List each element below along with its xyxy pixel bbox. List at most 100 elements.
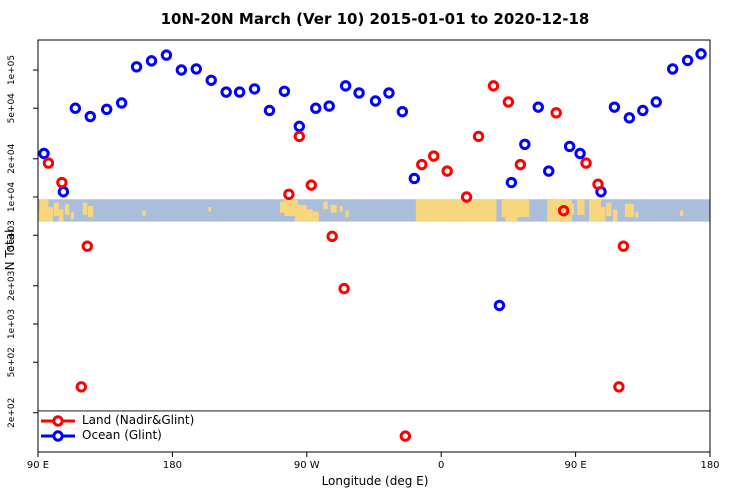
y-tick-label: 2e+03	[7, 271, 17, 301]
map-land-patch	[70, 211, 74, 220]
plot-border	[37, 39, 711, 453]
map-land-patch	[294, 204, 307, 222]
data-point-ocean	[637, 104, 649, 117]
data-point-land	[428, 150, 440, 162]
data-point-land	[472, 130, 485, 143]
map-land-patch	[88, 205, 94, 218]
x-tick-label: 90 W	[294, 460, 320, 471]
data-point-ocean	[396, 105, 409, 118]
data-point-ocean	[293, 120, 306, 133]
map-land-patch	[612, 209, 618, 222]
x-tick-label: 0	[438, 460, 444, 471]
data-point-ocean	[574, 147, 586, 160]
legend-label-land: Land (Nadir&Glint)	[82, 413, 195, 427]
data-point-ocean	[695, 48, 707, 60]
map-land-patch	[82, 202, 88, 215]
data-point-ocean	[666, 63, 679, 75]
x-axis-label: Longitude (deg E)	[321, 474, 429, 488]
data-point-land	[399, 430, 412, 442]
data-point-land	[550, 107, 562, 119]
data-point-ocean	[220, 86, 232, 98]
x-tick-label: 90 E	[27, 460, 49, 471]
data-point-ocean	[563, 140, 576, 153]
map-land-patch	[208, 207, 212, 212]
data-point-ocean	[623, 112, 636, 124]
data-point-land	[502, 96, 515, 108]
map-land-patch	[577, 199, 585, 215]
map-ocean-band	[38, 199, 710, 222]
data-point-ocean	[353, 87, 365, 99]
data-point-ocean	[408, 172, 421, 185]
data-point-land	[592, 178, 604, 190]
map-land-patch	[323, 201, 328, 210]
data-point-ocean	[493, 299, 506, 312]
data-point-ocean	[145, 55, 158, 67]
map-land-patch	[501, 199, 530, 218]
data-point-land	[617, 240, 630, 252]
map-land-patch	[142, 210, 146, 217]
y-tick-label: 5e+04	[7, 93, 17, 124]
data-point-ocean	[505, 176, 518, 189]
data-point-ocean	[608, 101, 621, 113]
map-land-patch	[606, 202, 612, 217]
data-point-ocean	[190, 63, 202, 75]
y-tick-label: 1e+04	[7, 182, 17, 213]
data-point-land	[557, 205, 570, 217]
map-land-patch	[330, 204, 337, 213]
map-land-patch	[600, 207, 606, 222]
data-point-ocean	[310, 102, 322, 114]
data-point-land	[514, 158, 527, 171]
map-land-patch	[589, 199, 601, 222]
data-point-land	[460, 191, 473, 203]
data-point-land	[441, 165, 453, 177]
map-land-patch	[680, 210, 684, 217]
chart-legend: Land (Nadir&Glint) Ocean (Glint)	[40, 413, 194, 443]
x-tick-label: 90 E	[564, 460, 586, 471]
data-point-land	[487, 80, 500, 92]
map-land-patch	[635, 211, 639, 219]
data-point-land	[75, 381, 88, 393]
data-point-land	[42, 157, 55, 169]
x-tick-label: 180	[163, 460, 182, 471]
data-point-ocean	[650, 96, 662, 108]
data-point-ocean	[278, 85, 291, 97]
map-land-patch	[48, 207, 53, 222]
y-tick-label: 2e+04	[7, 143, 17, 174]
map-land-patch	[505, 216, 518, 222]
data-point-land	[416, 158, 428, 171]
data-point-ocean	[38, 147, 50, 160]
data-point-ocean	[205, 74, 217, 86]
chart-title: 10N-20N March (Ver 10) 2015-01-01 to 202…	[160, 10, 590, 28]
map-land-patch	[415, 199, 497, 222]
x-tick-label: 180	[700, 460, 719, 471]
data-point-ocean	[339, 80, 352, 92]
map-land-patch	[64, 203, 70, 215]
map-land-patch	[312, 211, 319, 222]
map-land-patch	[284, 199, 298, 217]
data-point-ocean	[233, 86, 246, 98]
data-point-ocean	[248, 83, 261, 95]
y-tick-label: 2e+02	[7, 398, 17, 428]
data-point-ocean	[115, 97, 128, 109]
map-land-patch	[58, 209, 64, 222]
data-point-ocean	[130, 61, 143, 73]
map-land-patch	[569, 203, 575, 215]
data-point-ocean	[100, 103, 113, 116]
land-marker-icon	[41, 414, 75, 427]
data-point-land	[326, 230, 338, 243]
y-tick-label: 5e+02	[7, 347, 17, 377]
data-point-ocean	[57, 186, 70, 198]
y-tick-label: 1e+03	[7, 309, 17, 339]
data-point-ocean	[160, 49, 173, 61]
ocean-marker-icon	[41, 429, 75, 442]
data-point-ocean	[383, 87, 395, 99]
data-point-ocean	[175, 64, 188, 76]
data-point-ocean	[323, 100, 335, 112]
data-point-ocean	[69, 102, 82, 114]
data-point-land	[293, 130, 306, 143]
legend-label-ocean: Ocean (Glint)	[82, 428, 162, 442]
y-tick-label: 5e+03	[7, 220, 17, 250]
data-point-ocean	[263, 104, 276, 117]
data-point-ocean	[369, 95, 382, 107]
